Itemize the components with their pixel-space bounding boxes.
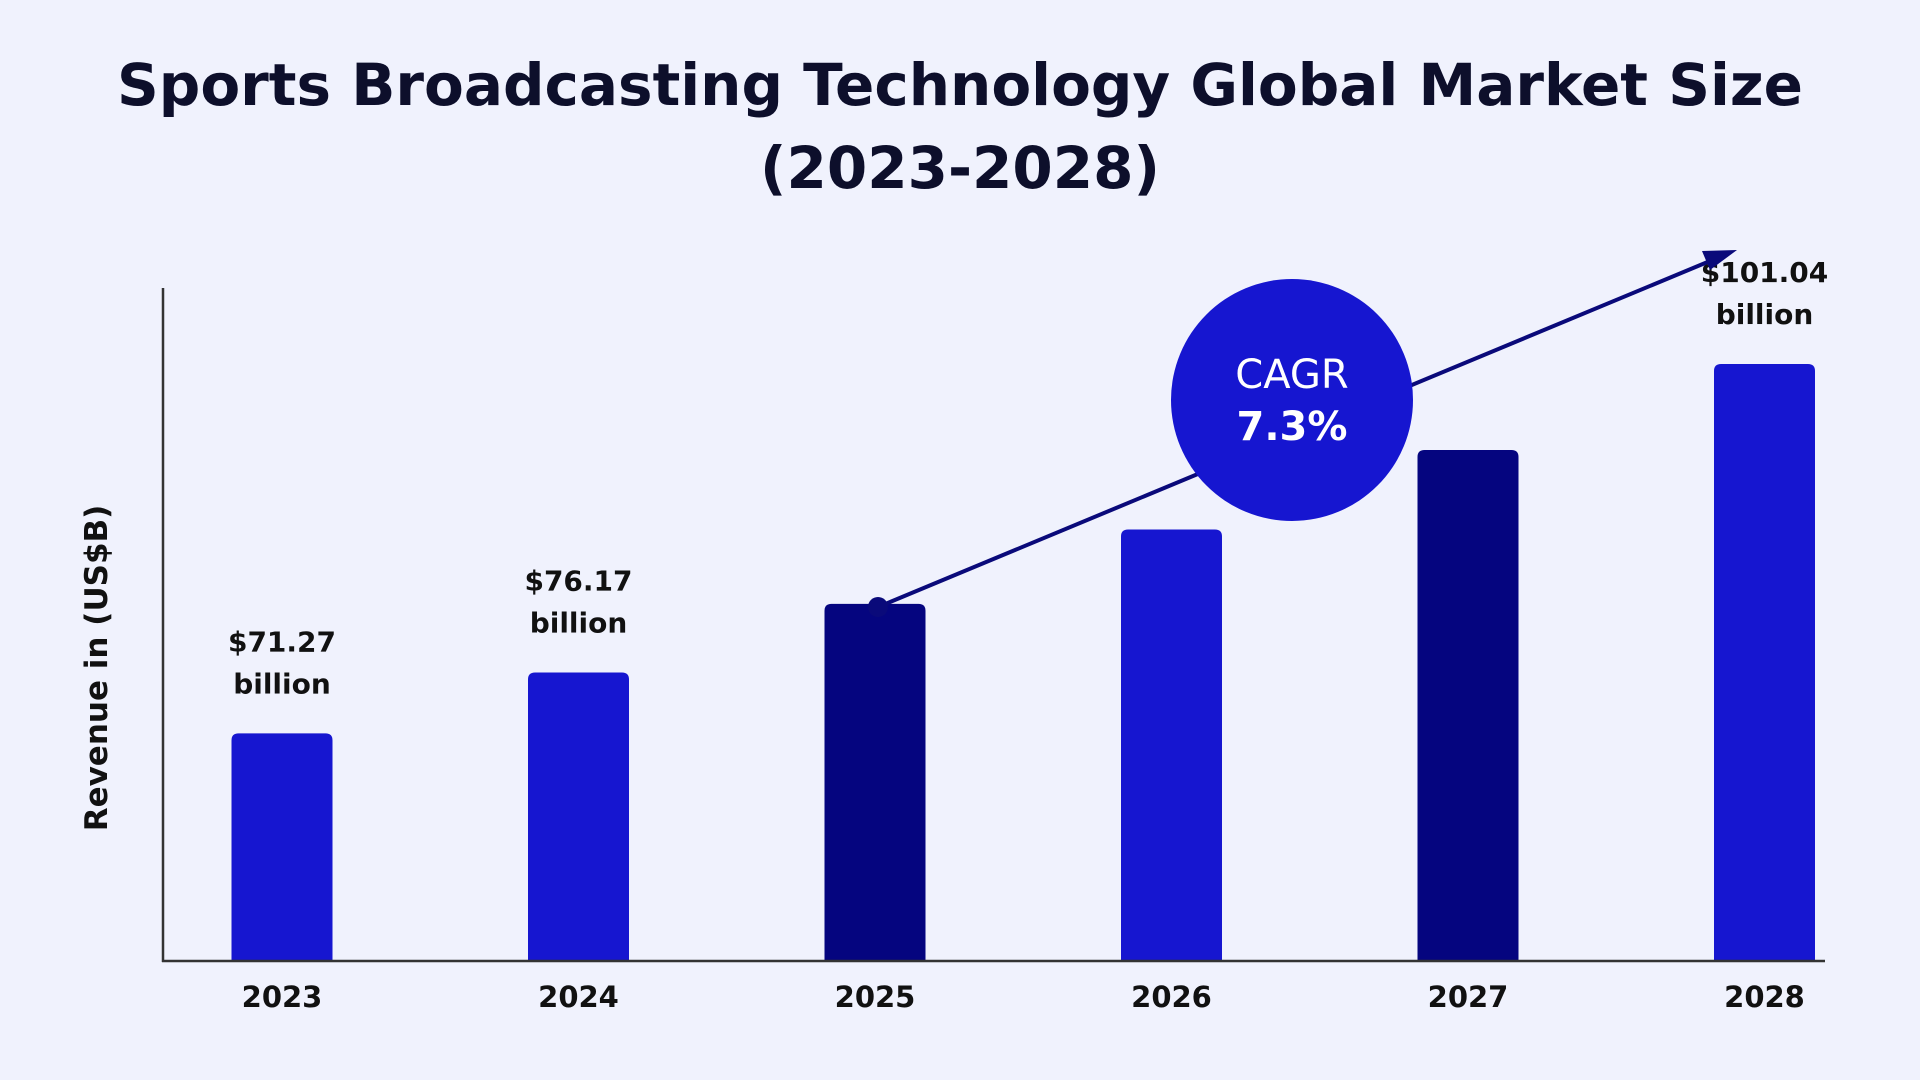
bar-2025	[824, 603, 926, 960]
bar-2023	[231, 733, 333, 960]
x-tick-labels: 2023 2024 2025 2026 2027 2028	[242, 980, 1805, 1014]
value-label-amount-2023: $71.27	[228, 625, 336, 658]
bar-2027	[1417, 450, 1519, 960]
cagr-annotation: CAGR 7.3%	[868, 250, 1737, 617]
x-tick-2027: 2027	[1428, 980, 1509, 1014]
value-label-unit-2023: billion	[233, 667, 331, 700]
x-tick-2023: 2023	[242, 980, 323, 1014]
value-labels-group: $71.27 billion $76.17 billion $101.04 billion	[228, 256, 1828, 700]
bar-2026	[1121, 529, 1222, 960]
x-tick-2026: 2026	[1131, 980, 1212, 1014]
x-tick-2024: 2024	[538, 980, 619, 1014]
bar-2024	[528, 672, 629, 960]
chart-title-line1: Sports Broadcasting Technology Global Ma…	[117, 51, 1803, 119]
cagr-value: 7.3%	[1237, 404, 1348, 450]
value-label-unit-2024: billion	[530, 607, 628, 640]
cagr-label: CAGR	[1235, 352, 1348, 398]
x-tick-2028: 2028	[1724, 980, 1805, 1014]
cagr-arrow-head	[1702, 250, 1737, 270]
value-label-unit-2028: billion	[1716, 298, 1814, 331]
value-label-amount-2028: $101.04	[1701, 256, 1829, 289]
bar-2028	[1714, 363, 1815, 961]
cagr-circle	[1171, 279, 1413, 521]
bars-group	[231, 363, 1815, 961]
chart-title-line2: (2023-2028)	[760, 134, 1160, 202]
value-label-amount-2024: $76.17	[524, 565, 632, 598]
y-axis-label: Revenue in (US$B)	[79, 505, 115, 832]
cagr-trend-start-dot	[868, 597, 888, 617]
x-tick-2025: 2025	[835, 980, 916, 1014]
